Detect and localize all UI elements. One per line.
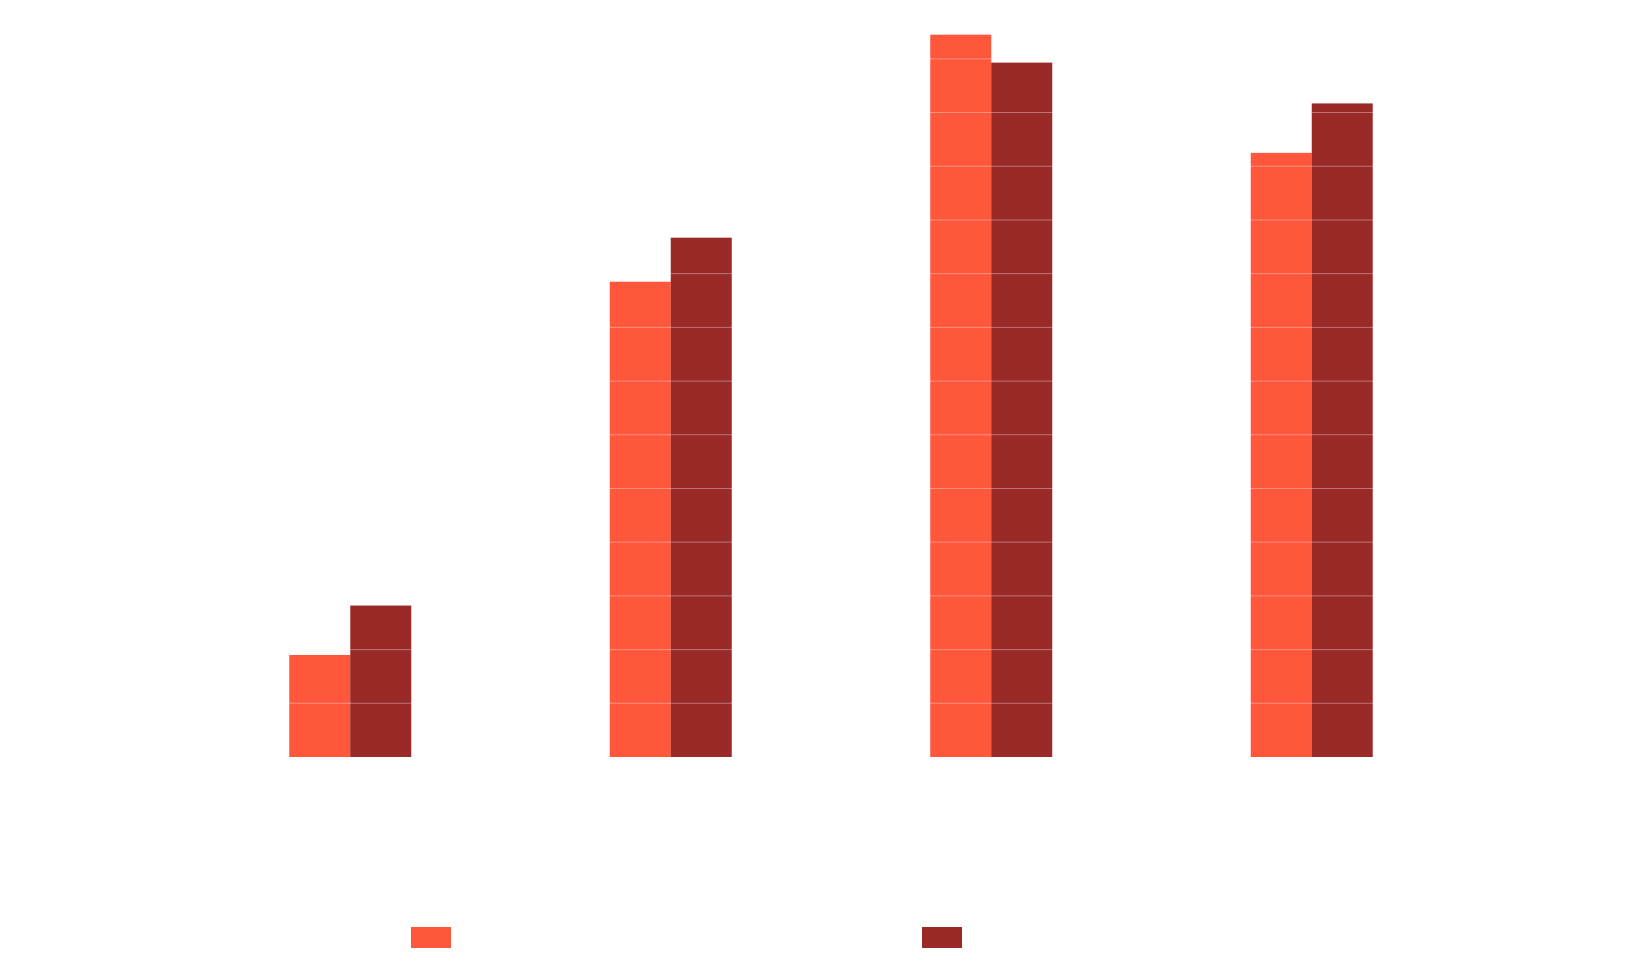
gridlines [190,58,1472,704]
bar-series-1-category-4 [1250,152,1312,758]
bar-series-1-category-1 [289,654,351,757]
bar-series-1-category-3 [930,34,992,758]
bar-series-2-category-3 [991,62,1053,758]
bar-series-2-category-4 [1311,103,1373,758]
bar-series-1-category-2 [609,281,671,757]
bars-layer [289,34,1373,758]
bar-series-2-category-1 [350,605,412,757]
legend-swatch-series-2 [922,927,962,948]
legend [411,927,962,948]
legend-swatch-series-1 [411,927,451,948]
bar-series-2-category-2 [670,237,732,757]
